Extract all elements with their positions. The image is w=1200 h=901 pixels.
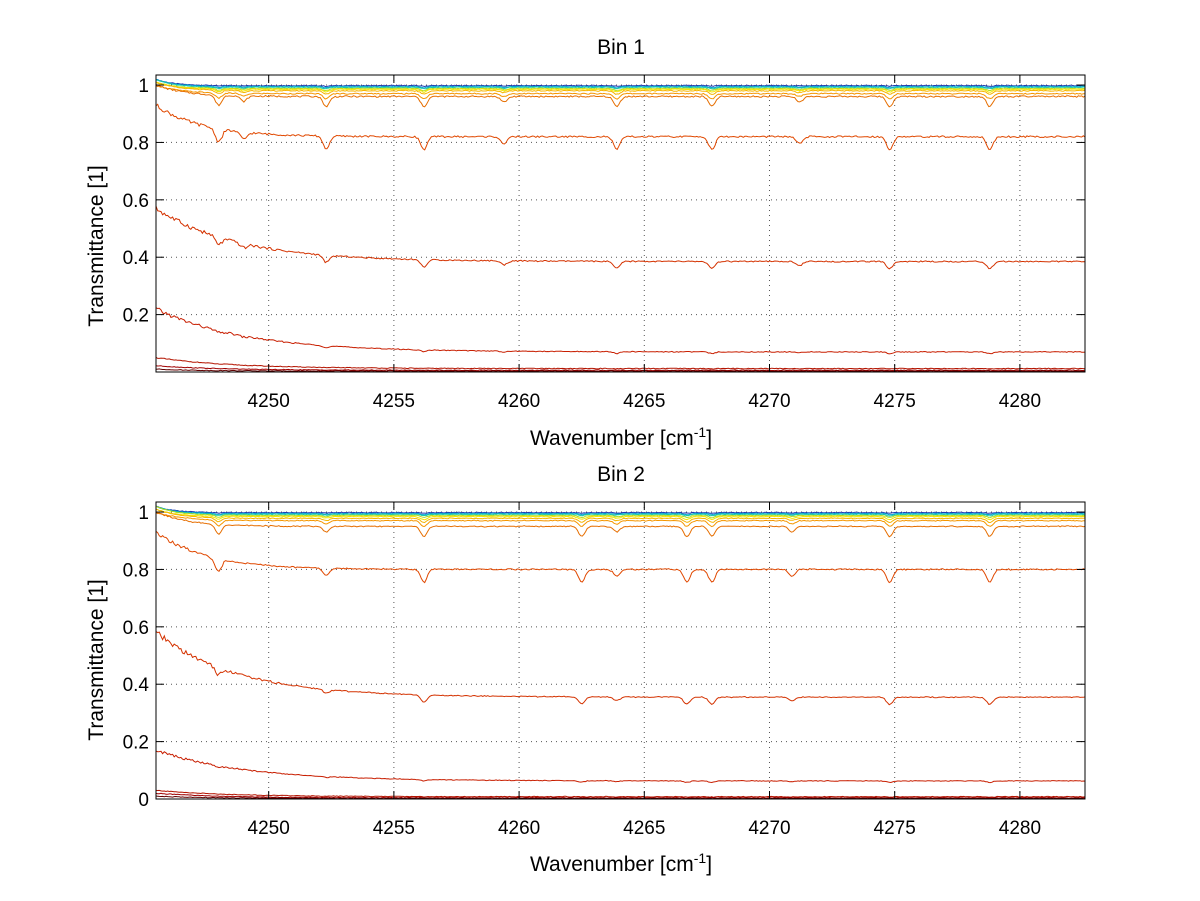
series-line bbox=[156, 530, 1085, 584]
series-line bbox=[156, 512, 1085, 538]
series-line bbox=[156, 795, 1085, 799]
series-line bbox=[156, 505, 1085, 514]
x-tick-label: 4270 bbox=[748, 818, 790, 839]
series-line bbox=[156, 307, 1085, 355]
series-line bbox=[156, 789, 1085, 798]
x-tick-label: 4280 bbox=[999, 818, 1041, 839]
y-tick-label: 1 bbox=[138, 76, 149, 97]
y-tick-label: 0.4 bbox=[123, 248, 150, 269]
series-line bbox=[156, 505, 1085, 517]
series-line bbox=[156, 356, 1085, 370]
series-line bbox=[156, 508, 1085, 521]
series-line bbox=[156, 631, 1085, 706]
series-line bbox=[156, 82, 1085, 95]
y-tick-label: 1 bbox=[138, 503, 149, 524]
x-tick-label: 4275 bbox=[874, 391, 916, 412]
series-line bbox=[156, 84, 1085, 108]
x-tick-label: 4250 bbox=[248, 818, 290, 839]
y-tick-label: 0.4 bbox=[123, 675, 150, 696]
series-group bbox=[156, 505, 1085, 799]
x-tick-label: 4260 bbox=[498, 391, 540, 412]
series-line bbox=[156, 83, 1085, 100]
x-tick-label: 4260 bbox=[498, 818, 540, 839]
y-tick-label: 0.6 bbox=[123, 191, 149, 212]
x-tick-label: 4280 bbox=[999, 391, 1041, 412]
series-line bbox=[156, 750, 1085, 784]
series-line bbox=[156, 81, 1085, 92]
chart-title: Bin 2 bbox=[597, 463, 645, 486]
series-line bbox=[156, 365, 1085, 372]
series-line bbox=[156, 505, 1085, 519]
series-line bbox=[156, 511, 1085, 528]
series-line bbox=[156, 79, 1085, 90]
series-line bbox=[156, 509, 1085, 524]
x-tick-label: 4255 bbox=[373, 818, 415, 839]
x-tick-label: 4270 bbox=[748, 391, 790, 412]
x-tick-label: 4265 bbox=[623, 391, 665, 412]
x-tick-label: 4265 bbox=[623, 818, 665, 839]
y-tick-label: 0 bbox=[138, 790, 149, 811]
plot-area bbox=[156, 75, 1085, 372]
chart-bin-2: Bin 2 Wavenumber [cm-1] Transmittance [1… bbox=[85, 463, 1086, 876]
x-axis-label: Wavenumber [cm-1] bbox=[530, 424, 712, 450]
series-line bbox=[156, 79, 1085, 89]
chart-bin-1: Bin 1 Wavenumber [cm-1] Transmittance [1… bbox=[85, 36, 1086, 450]
x-tick-label: 4250 bbox=[248, 391, 290, 412]
axes-frame bbox=[155, 74, 1086, 373]
series-line bbox=[156, 81, 1085, 93]
series-line bbox=[156, 792, 1085, 799]
y-tick-label: 0.2 bbox=[123, 306, 149, 327]
y-axis-label: Transmittance [1] bbox=[85, 165, 108, 326]
y-tick-label: 0.8 bbox=[123, 560, 149, 581]
chart-title: Bin 1 bbox=[597, 36, 645, 59]
series-group bbox=[156, 79, 1085, 372]
axes-frame bbox=[155, 501, 1086, 800]
x-tick-label: 4275 bbox=[874, 818, 916, 839]
series-line bbox=[156, 103, 1085, 151]
x-tick-label: 4255 bbox=[373, 391, 415, 412]
y-tick-label: 0.8 bbox=[123, 133, 149, 154]
series-line bbox=[156, 205, 1085, 270]
y-tick-label: 0.6 bbox=[123, 618, 149, 639]
plot-area bbox=[156, 502, 1085, 799]
y-axis-label: Transmittance [1] bbox=[85, 579, 108, 740]
series-line bbox=[156, 368, 1085, 372]
y-tick-label: 0.2 bbox=[123, 733, 149, 754]
x-axis-label: Wavenumber [cm-1] bbox=[530, 850, 712, 876]
